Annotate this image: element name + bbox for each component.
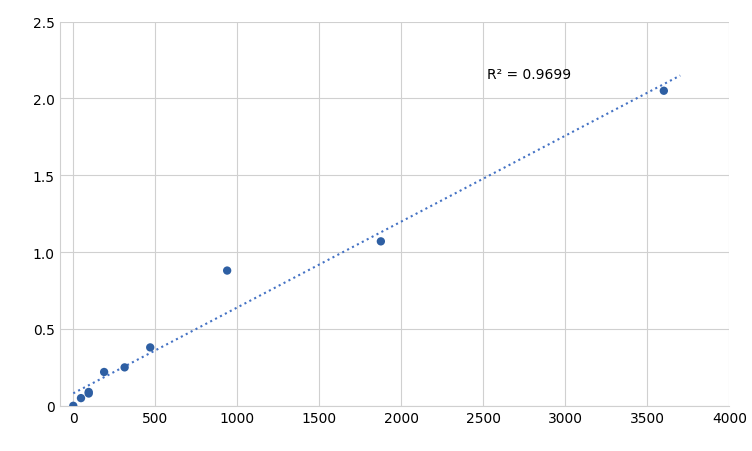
Point	[658, 88, 670, 95]
Point	[144, 344, 156, 351]
Point	[75, 395, 87, 402]
Point	[67, 402, 79, 410]
Point	[119, 364, 131, 371]
Point	[374, 238, 387, 245]
Point	[83, 390, 95, 397]
Point	[83, 388, 95, 396]
Point	[98, 368, 110, 376]
Text: R² = 0.9699: R² = 0.9699	[487, 68, 571, 82]
Point	[221, 267, 233, 275]
